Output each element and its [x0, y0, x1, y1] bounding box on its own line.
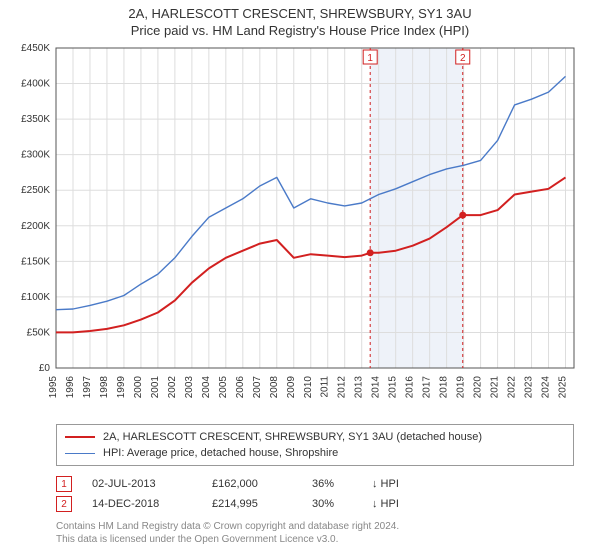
svg-text:1996: 1996	[65, 376, 76, 399]
marker-date: 02-JUL-2013	[92, 478, 212, 490]
svg-text:2004: 2004	[201, 376, 212, 399]
svg-text:1997: 1997	[82, 376, 93, 399]
legend-label: HPI: Average price, detached house, Shro…	[103, 447, 338, 459]
svg-text:£300K: £300K	[21, 150, 50, 161]
legend-row: 2A, HARLESCOTT CRESCENT, SHREWSBURY, SY1…	[65, 429, 565, 445]
svg-text:2013: 2013	[354, 376, 365, 399]
footer-line1: Contains HM Land Registry data © Crown c…	[56, 520, 574, 533]
svg-text:2019: 2019	[456, 376, 467, 399]
svg-text:2023: 2023	[524, 376, 535, 399]
title-line2: Price paid vs. HM Land Registry's House …	[0, 23, 600, 38]
footer-line2: This data is licensed under the Open Gov…	[56, 533, 574, 546]
svg-text:2001: 2001	[150, 376, 161, 399]
marker-date: 14-DEC-2018	[92, 498, 212, 510]
legend-swatch	[65, 453, 95, 454]
svg-text:£100K: £100K	[21, 292, 50, 303]
footer-text: Contains HM Land Registry data © Crown c…	[56, 520, 574, 546]
svg-text:£200K: £200K	[21, 221, 50, 232]
svg-text:2022: 2022	[507, 376, 518, 399]
svg-text:2012: 2012	[337, 376, 348, 399]
svg-text:2010: 2010	[303, 376, 314, 399]
chart-svg: 1 2 £0 £50K £100K £150K £200K £250K £300K £350K £4…	[10, 38, 590, 418]
legend-box: 2A, HARLESCOTT CRESCENT, SHREWSBURY, SY1…	[56, 424, 574, 466]
svg-text:2015: 2015	[388, 376, 399, 399]
svg-text:2007: 2007	[252, 376, 263, 399]
legend-row: HPI: Average price, detached house, Shro…	[65, 445, 565, 461]
svg-text:2009: 2009	[286, 376, 297, 399]
svg-text:2: 2	[460, 53, 466, 64]
svg-text:£450K: £450K	[21, 43, 50, 54]
marker-pct: 36%	[312, 478, 372, 490]
title-block: 2A, HARLESCOTT CRESCENT, SHREWSBURY, SY1…	[0, 0, 600, 38]
chart-area: 1 2 £0 £50K £100K £150K £200K £250K £300K £350K £4…	[10, 38, 590, 418]
marker-pct: 30%	[312, 498, 372, 510]
svg-text:1995: 1995	[48, 376, 59, 399]
svg-text:2002: 2002	[167, 376, 178, 399]
title-line1: 2A, HARLESCOTT CRESCENT, SHREWSBURY, SY1…	[0, 6, 600, 21]
svg-text:2000: 2000	[133, 376, 144, 399]
svg-text:2014: 2014	[371, 376, 382, 399]
svg-text:2008: 2008	[269, 376, 280, 399]
svg-text:2024: 2024	[541, 376, 552, 399]
svg-text:£150K: £150K	[21, 256, 50, 267]
svg-text:2020: 2020	[473, 376, 484, 399]
marker-number-box: 2	[56, 496, 72, 512]
chart-container: 2A, HARLESCOTT CRESCENT, SHREWSBURY, SY1…	[0, 0, 600, 560]
svg-text:2025: 2025	[558, 376, 569, 399]
legend-label: 2A, HARLESCOTT CRESCENT, SHREWSBURY, SY1…	[103, 431, 482, 443]
marker-row: 2 14-DEC-2018£214,99530%↓ HPI	[56, 494, 574, 514]
svg-text:£50K: £50K	[27, 327, 51, 338]
svg-text:2003: 2003	[184, 376, 195, 399]
marker-number-box: 1	[56, 476, 72, 492]
marker-arrow: ↓ HPI	[372, 478, 412, 490]
svg-text:2016: 2016	[405, 376, 416, 399]
marker-arrow: ↓ HPI	[372, 498, 412, 510]
svg-text:2017: 2017	[422, 376, 433, 399]
svg-text:£400K: £400K	[21, 79, 50, 90]
svg-text:2021: 2021	[490, 376, 501, 399]
svg-text:2005: 2005	[218, 376, 229, 399]
svg-text:1: 1	[367, 53, 373, 64]
marker-price: £214,995	[212, 498, 312, 510]
svg-text:£0: £0	[39, 363, 51, 374]
svg-text:1998: 1998	[99, 376, 110, 399]
svg-text:£250K: £250K	[21, 185, 50, 196]
marker-row: 1 02-JUL-2013£162,00036%↓ HPI	[56, 474, 574, 494]
marker-price: £162,000	[212, 478, 312, 490]
legend-swatch	[65, 436, 95, 438]
svg-text:2018: 2018	[439, 376, 450, 399]
svg-text:£350K: £350K	[21, 114, 50, 125]
markers-table: 1 02-JUL-2013£162,00036%↓ HPI 2 14-DEC-2018…	[56, 474, 574, 514]
svg-text:2011: 2011	[320, 376, 331, 398]
svg-text:2006: 2006	[235, 376, 246, 399]
svg-text:1999: 1999	[116, 376, 127, 399]
